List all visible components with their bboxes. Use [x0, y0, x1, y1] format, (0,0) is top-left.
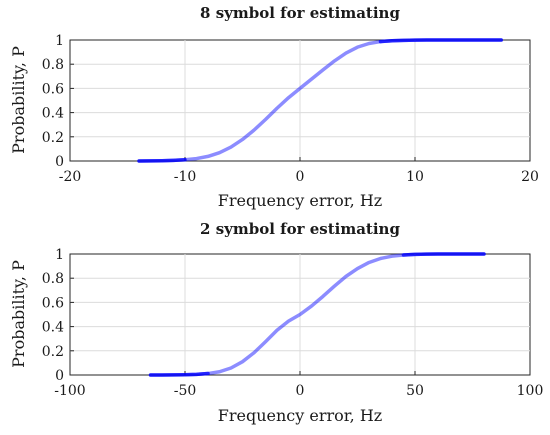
y-axis-label: Probability, P	[9, 46, 28, 154]
chart-top: 8 symbol for estimating -20 -10 0 10 20 0 0.2 0…	[9, 4, 539, 210]
y-tick-label: 0	[55, 368, 64, 384]
chart-title: 2 symbol for estimating	[200, 220, 400, 238]
y-tick-label: 1	[55, 247, 64, 263]
x-axis-label: Frequency error, Hz	[218, 406, 382, 425]
x-tick-label: 100	[517, 383, 544, 399]
x-axis-label: Frequency error, Hz	[218, 191, 382, 210]
tick-labels: -20 -10 0 10 20 0 0.2 0.4 0.6 0.8 1	[42, 33, 539, 185]
grid	[70, 40, 530, 161]
y-axis-label: Probability, P	[9, 260, 28, 368]
x-tick-label: 20	[521, 169, 539, 185]
y-tick-label: 0.6	[42, 295, 64, 311]
y-tick-label: 0.8	[42, 57, 64, 73]
x-tick-label: 0	[296, 383, 305, 399]
x-tick-label: -10	[174, 169, 197, 185]
grid	[70, 254, 530, 375]
x-tick-label: 50	[406, 383, 424, 399]
y-tick-label: 0.4	[42, 320, 64, 336]
x-tick-label: 0	[296, 169, 305, 185]
y-tick-label: 0.6	[42, 81, 64, 97]
y-tick-label: 0.2	[42, 130, 64, 146]
chart-title: 8 symbol for estimating	[200, 4, 400, 22]
y-tick-label: 1	[55, 33, 64, 49]
x-tick-label: -50	[174, 383, 197, 399]
y-tick-label: 0.4	[42, 106, 64, 122]
x-tick-label: -20	[59, 169, 82, 185]
probability-curve-ends	[137, 38, 503, 163]
x-tick-label: 10	[406, 169, 424, 185]
y-tick-label: 0	[55, 154, 64, 170]
x-tick-label: -100	[54, 383, 85, 399]
y-tick-label: 0.2	[42, 344, 64, 360]
probability-curve-ends	[148, 252, 486, 377]
y-tick-label: 0.8	[42, 271, 64, 287]
chart-bottom: 2 symbol for estimating -100 -50 0 50 100 0 0.…	[9, 220, 543, 425]
tick-labels: -100 -50 0 50 100 0 0.2 0.4 0.6 0.8 1	[42, 247, 544, 399]
